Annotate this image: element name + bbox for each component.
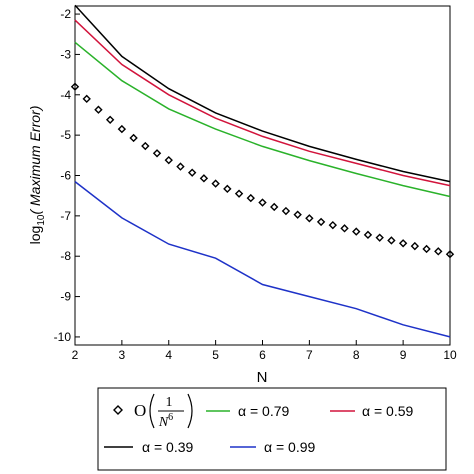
y-axis-label: log10( Maximum Error) — [27, 106, 47, 245]
legend-order-o: O — [134, 401, 146, 420]
legend-box — [97, 387, 447, 471]
diamond-point — [293, 210, 302, 219]
plot-frame — [74, 5, 451, 346]
diamond-point — [70, 82, 80, 91]
diamond-point — [164, 155, 173, 165]
series-line-3 — [74, 181, 451, 338]
diamond-point — [176, 162, 185, 171]
legend-label-alpha-099: α = 0.99 — [264, 439, 316, 455]
diamond-point — [129, 133, 138, 143]
legend-item-order: O 1 N6 — [113, 393, 193, 430]
y-axis-label-log: log — [27, 226, 43, 245]
legend-order-denominator: N6 — [158, 412, 173, 430]
legend-diamond-marker — [113, 405, 123, 415]
series-layer — [70, 4, 455, 338]
diamond-point — [270, 202, 279, 212]
diamond-point — [422, 244, 431, 254]
y-axis-label-sub: 10 — [36, 214, 47, 226]
x-tick-label: 6 — [259, 348, 266, 362]
series-line-1 — [74, 19, 451, 187]
y-tick-label: -5 — [60, 128, 71, 142]
diamond-point — [223, 184, 232, 194]
y-tick-label: -7 — [60, 209, 71, 223]
diamond-point — [387, 236, 396, 245]
x-tick-label: 9 — [400, 348, 407, 362]
diamond-point — [316, 217, 326, 227]
x-tick-label: 2 — [72, 348, 79, 362]
y-tick-label: -6 — [60, 169, 71, 183]
x-axis-label: N — [257, 369, 268, 386]
diamond-point — [82, 94, 91, 104]
diamond-point — [445, 250, 455, 259]
y-tick-label: -2 — [60, 7, 71, 21]
legend-order-exponent: 6 — [168, 412, 173, 423]
legend-order-right-paren — [187, 393, 193, 429]
x-tick-label: 4 — [165, 348, 172, 362]
diamond-point — [410, 241, 420, 251]
legend-label-alpha-079: α = 0.79 — [238, 403, 290, 419]
diamond-point — [117, 124, 127, 134]
legend-item-alpha-039: α = 0.39 — [104, 439, 194, 455]
diamond-point — [105, 115, 115, 124]
diamond-point — [141, 141, 150, 151]
legend-label-alpha-059: α = 0.59 — [362, 403, 414, 419]
y-tick-label: -3 — [60, 47, 71, 61]
legend-order-numerator: 1 — [166, 395, 173, 410]
legend-item-alpha-079: α = 0.79 — [206, 403, 290, 419]
x-tick-label: 8 — [353, 348, 360, 362]
series-line-0 — [74, 4, 451, 183]
x-tick-label: 3 — [119, 348, 126, 362]
diamond-point — [234, 189, 244, 198]
diamond-point — [305, 214, 314, 223]
legend-order-base: N — [158, 415, 169, 430]
diamond-point — [340, 224, 349, 233]
x-tick-label: 7 — [306, 348, 313, 362]
legend-item-alpha-099: α = 0.99 — [230, 439, 316, 455]
y-tick-label: -4 — [60, 88, 71, 102]
diamond-point — [246, 193, 255, 203]
diamond-point — [328, 220, 338, 230]
diamond-point — [363, 230, 373, 240]
series-line-2 — [74, 41, 451, 198]
diamond-point — [281, 206, 291, 216]
svg-text:log10( Maximum Error): log10( Maximum Error) — [27, 106, 47, 245]
diamond-point — [258, 198, 267, 207]
diamond-point — [94, 105, 103, 114]
diamond-point — [434, 247, 443, 256]
diamond-point — [152, 149, 162, 158]
diamond-point — [375, 233, 384, 242]
series-order-reference — [70, 82, 455, 259]
x-tick-label: 10 — [443, 348, 457, 362]
diamond-point — [199, 174, 209, 183]
diamond-point — [187, 168, 197, 177]
y-tick-label: -9 — [60, 290, 71, 304]
diamond-point — [352, 227, 361, 236]
x-tick-label: 5 — [212, 348, 219, 362]
y-tick-label: -8 — [60, 249, 71, 263]
legend-item-alpha-059: α = 0.59 — [330, 403, 414, 419]
diamond-point — [211, 179, 220, 188]
legend-label-alpha-039: α = 0.39 — [142, 439, 194, 455]
axis-ticks: 2 3 4 5 6 7 8 9 10 -2 -3 -4 -5 -6 -7 -8 -9 -10 — [54, 7, 457, 362]
diamond-point — [398, 239, 408, 248]
legend-order-left-paren — [149, 393, 155, 429]
y-tick-label: -10 — [54, 330, 72, 344]
y-axis-label-paren: ( Maximum Error) — [27, 106, 43, 215]
